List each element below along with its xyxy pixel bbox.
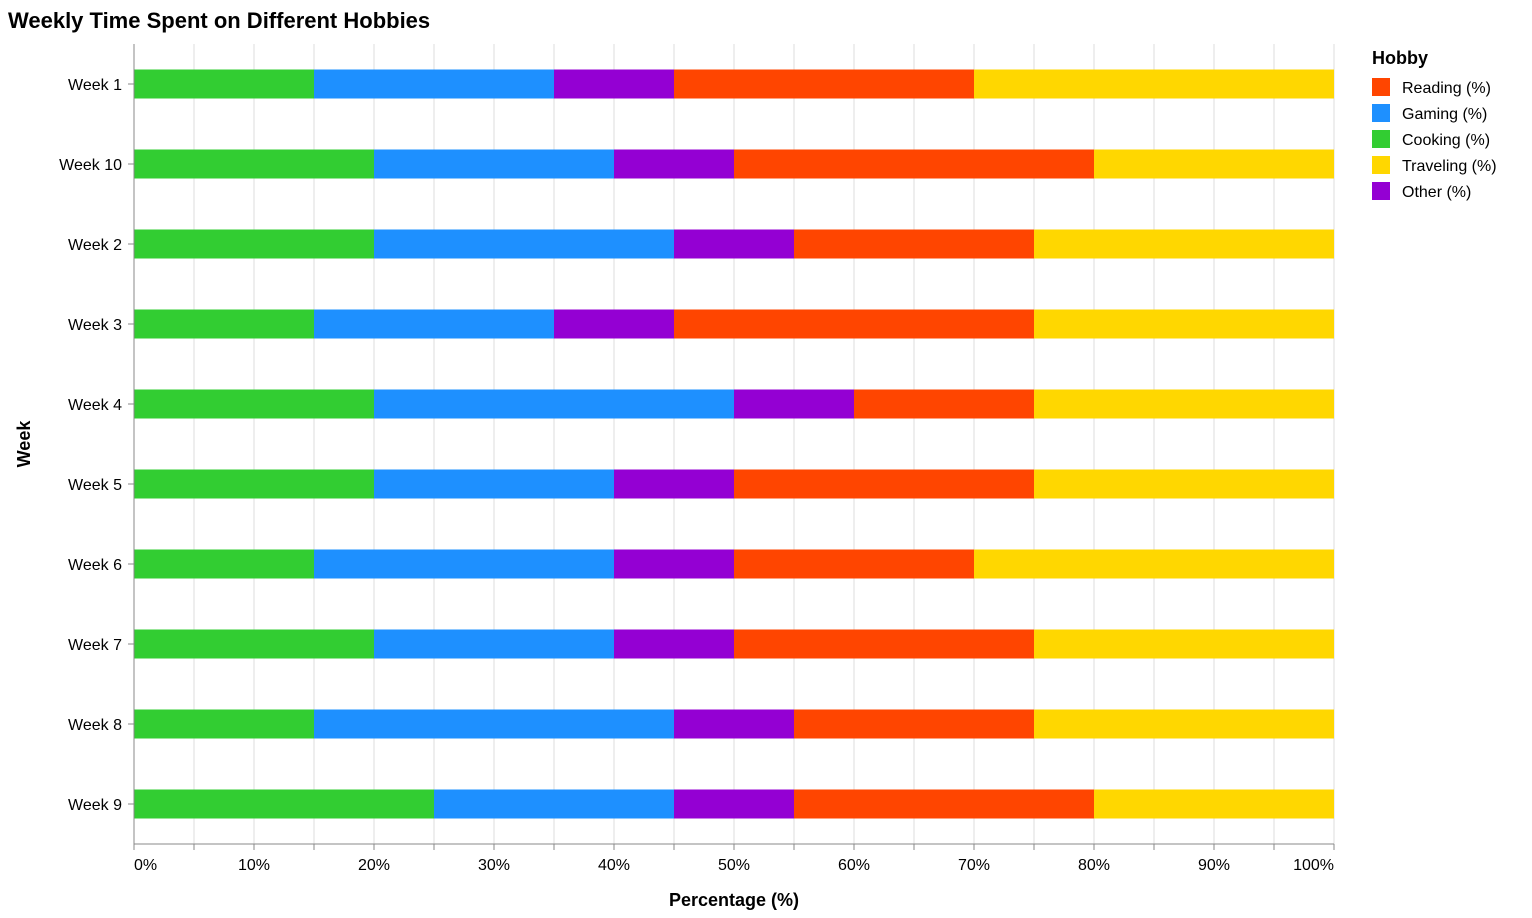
legend-title: Hobby (1372, 48, 1428, 68)
bar-cooking (134, 549, 314, 579)
bar-gaming (374, 469, 614, 499)
bar-traveling (1034, 709, 1334, 739)
bar-gaming (434, 789, 674, 819)
legend-swatch (1372, 104, 1390, 122)
bar-gaming (314, 549, 614, 579)
bar-traveling (1094, 149, 1334, 179)
bar-traveling (1034, 309, 1334, 339)
x-axis-ticks: 0% 10% 20% 30% 40% 50% 60% 70% 80% 90% 100% (133, 844, 1335, 874)
legend-label: Gaming (%) (1402, 106, 1487, 123)
bar-cooking (134, 309, 314, 339)
bar-traveling (1034, 229, 1334, 259)
y-tick-label: Week 7 (68, 637, 122, 654)
bar-reading (674, 309, 1034, 339)
legend: Hobby Reading (%) Gaming (%) Cooking (%) Tr… (1372, 48, 1497, 201)
bars-layer (134, 69, 1334, 819)
bar-other (614, 549, 734, 579)
bar-cooking (134, 229, 374, 259)
bar-traveling (1034, 469, 1334, 499)
legend-swatch (1372, 78, 1390, 96)
bar-cooking (134, 149, 374, 179)
bar-cooking (134, 469, 374, 499)
bar-reading (794, 709, 1034, 739)
legend-swatch (1372, 156, 1390, 174)
chart-title: Weekly Time Spent on Different Hobbies (8, 8, 431, 33)
bar-cooking (134, 629, 374, 659)
bar-traveling (1034, 629, 1334, 659)
bar-other (554, 69, 674, 99)
y-tick-label: Week 3 (68, 317, 122, 334)
bar-reading (734, 469, 1034, 499)
y-tick-label: Week 9 (68, 797, 122, 814)
bar-traveling (1034, 389, 1334, 419)
bar-cooking (134, 69, 314, 99)
bar-other (554, 309, 674, 339)
bar-gaming (374, 149, 614, 179)
bar-gaming (314, 309, 554, 339)
x-tick-label: 80% (1078, 857, 1110, 874)
bar-cooking (134, 709, 314, 739)
y-tick-label: Week 2 (68, 237, 122, 254)
bar-traveling (974, 549, 1334, 579)
x-tick-label: 70% (958, 857, 990, 874)
bar-gaming (374, 629, 614, 659)
y-tick-label: Week 4 (68, 397, 122, 414)
bar-other (674, 229, 794, 259)
legend-label: Cooking (%) (1402, 132, 1490, 149)
bar-other (674, 789, 794, 819)
x-tick-label: 100% (1293, 857, 1334, 874)
x-tick-label: 90% (1198, 857, 1230, 874)
bar-other (614, 629, 734, 659)
bar-reading (674, 69, 974, 99)
x-tick-label: 30% (478, 857, 510, 874)
y-axis-ticks: Week 1 Week 10 Week 2 Week 3 Week 4 Week 5 Wee… (59, 77, 134, 814)
legend-label: Traveling (%) (1402, 158, 1497, 175)
legend-swatch (1372, 130, 1390, 148)
bar-reading (794, 789, 1094, 819)
bar-cooking (134, 789, 434, 819)
y-tick-label: Week 5 (68, 477, 122, 494)
y-tick-label: Week 6 (68, 557, 122, 574)
bar-gaming (314, 69, 554, 99)
bar-gaming (314, 709, 674, 739)
x-tick-label: 60% (838, 857, 870, 874)
legend-swatch (1372, 182, 1390, 200)
x-tick-label: 10% (238, 857, 270, 874)
bar-other (734, 389, 854, 419)
y-tick-label: Week 1 (68, 77, 122, 94)
y-tick-label: Week 8 (68, 717, 122, 734)
x-tick-label: 50% (718, 857, 750, 874)
bar-reading (854, 389, 1034, 419)
y-axis-title: Week (14, 420, 34, 468)
bar-reading (734, 549, 974, 579)
legend-label: Other (%) (1402, 184, 1471, 201)
x-tick-label: 0% (134, 857, 157, 874)
x-tick-label: 20% (358, 857, 390, 874)
bar-gaming (374, 229, 674, 259)
legend-label: Reading (%) (1402, 80, 1491, 97)
bar-cooking (134, 389, 374, 419)
y-tick-label: Week 10 (59, 157, 122, 174)
bar-reading (734, 149, 1094, 179)
bar-traveling (974, 69, 1334, 99)
bar-traveling (1094, 789, 1334, 819)
bar-other (614, 469, 734, 499)
x-axis-title: Percentage (%) (669, 890, 799, 910)
bar-other (674, 709, 794, 739)
bar-other (614, 149, 734, 179)
bar-gaming (374, 389, 734, 419)
x-tick-label: 40% (598, 857, 630, 874)
bar-reading (734, 629, 1034, 659)
bar-reading (794, 229, 1034, 259)
